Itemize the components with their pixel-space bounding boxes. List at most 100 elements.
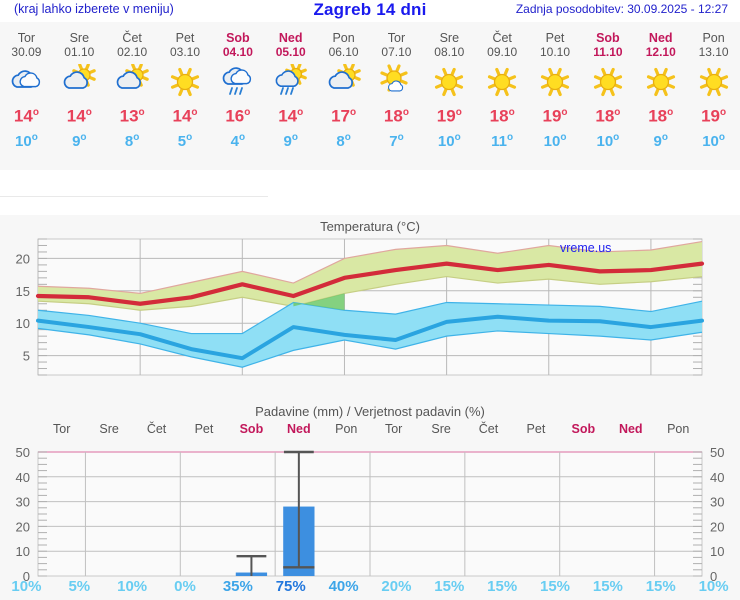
forecast-day-column[interactable]: Sre 08.10 19o 10o: [423, 22, 476, 170]
svg-text:30: 30: [16, 495, 30, 510]
svg-text:0: 0: [23, 569, 30, 584]
temp-max-value: 18: [489, 106, 509, 126]
temp-min: 10o: [596, 128, 619, 152]
forecast-day-column[interactable]: Ned 05.10 14o 9o: [264, 22, 317, 170]
temp-min-value: 8: [124, 132, 134, 150]
temp-min: 10o: [544, 128, 567, 152]
temp-max: 14o: [278, 102, 303, 128]
forecast-day-column[interactable]: Pet 10.10 19o 10o: [529, 22, 582, 170]
temp-max: 18o: [648, 102, 673, 128]
precipitation-probability: 10%: [698, 578, 729, 595]
degree-symbol: o: [31, 131, 38, 143]
day-name: Sre: [69, 31, 90, 45]
degree-symbol: o: [85, 107, 92, 118]
precipitation-chart-title-text: Padavine (mm) / Verjetnost padavin (%): [255, 404, 485, 419]
degree-symbol: o: [661, 131, 668, 143]
forecast-day-column[interactable]: Tor 07.10 18o 7o: [370, 22, 423, 170]
partly-sunny-icon: [325, 63, 363, 99]
page-title: Zagreb 14 dni: [313, 0, 427, 19]
degree-symbol: o: [718, 131, 725, 143]
temperature-chart-title-text: Temperatura (°C): [320, 219, 420, 234]
temp-min-value: 9: [653, 132, 662, 150]
temp-min: 9o: [654, 128, 668, 152]
day-name: Sob: [596, 31, 620, 45]
day-name: Pon: [332, 31, 355, 45]
temp-max-value: 19: [542, 106, 562, 126]
precipitation-probability: 15%: [540, 578, 571, 595]
day-name: Čet: [492, 31, 512, 45]
temp-min: 4o: [231, 128, 245, 152]
day-date: 30.09: [11, 45, 42, 59]
precipitation-day-label: Pon: [667, 422, 690, 436]
watermark-label: vreme.us: [560, 241, 612, 255]
temp-max-value: 16: [225, 106, 245, 126]
precipitation-chart-section: Padavine (mm) / Verjetnost padavin (%) T…: [0, 400, 740, 600]
precipitation-probability: 15%: [487, 578, 518, 595]
temp-min: 7o: [389, 128, 403, 152]
temp-max: 16o: [225, 102, 250, 128]
temp-max: 17o: [331, 102, 356, 128]
degree-symbol: o: [561, 107, 568, 118]
degree-symbol: o: [238, 131, 246, 143]
day-name: Pon: [702, 31, 725, 45]
degree-symbol: o: [720, 107, 727, 118]
forecast-day-column[interactable]: Pet 03.10 14o 5o: [159, 22, 212, 170]
forecast-day-column[interactable]: Pon 13.10 19o 10o: [687, 22, 740, 170]
precipitation-day-label: Pet: [526, 422, 546, 436]
temp-max: 18o: [595, 102, 620, 128]
precipitation-day-labels: Tor Sre Čet Pet Sob Ned Pon Tor Sre Čet Pet Sob Ned P…: [38, 422, 702, 442]
forecast-day-column[interactable]: Sre 01.10 14o 9o: [53, 22, 106, 170]
forecast-day-column[interactable]: Pon 06.10 17o 8o: [317, 22, 370, 170]
svg-text:20: 20: [710, 519, 724, 534]
degree-symbol: o: [80, 131, 87, 143]
day-name: Čet: [122, 31, 142, 45]
temp-min-value: 4: [230, 132, 239, 150]
day-name: Sob: [226, 31, 250, 45]
precipitation-day-label: Pet: [194, 422, 214, 436]
precipitation-day-label: Čet: [146, 422, 167, 436]
temp-min: 9o: [284, 128, 298, 152]
day-name: Tor: [17, 31, 36, 45]
temp-min: 8o: [336, 128, 350, 152]
precipitation-day-label: Pon: [335, 422, 358, 436]
day-date: 10.10: [540, 45, 571, 59]
forecast-day-column[interactable]: Sob 11.10 18o 10o: [581, 22, 634, 170]
forecast-day-column[interactable]: Čet 09.10 18o 11o: [476, 22, 529, 170]
temp-max-value: 14: [278, 106, 298, 126]
svg-text:15: 15: [16, 284, 30, 299]
precipitation-probability: 15%: [592, 578, 623, 595]
temp-min: 10o: [702, 128, 725, 152]
forecast-day-column[interactable]: Sob 04.10 16o 4o: [211, 22, 264, 170]
forecast-day-column[interactable]: Čet 02.10 13o 8o: [106, 22, 159, 170]
temp-min-value: 11: [491, 132, 508, 150]
degree-symbol: o: [291, 131, 298, 143]
temp-min-value: 10: [543, 132, 561, 150]
precipitation-day-label: Sre: [99, 422, 119, 436]
svg-text:20: 20: [16, 519, 30, 534]
day-name: Sre: [439, 31, 460, 45]
degree-symbol: o: [402, 107, 409, 118]
temp-min-value: 5: [177, 132, 187, 150]
precipitation-day-label: Čet: [478, 422, 499, 436]
temp-min: 9o: [72, 128, 86, 152]
cloudy-icon: [7, 63, 45, 99]
forecast-day-column[interactable]: Ned 12.10 18o 9o: [634, 22, 687, 170]
forecast-day-column[interactable]: Tor 30.09 14o 10o: [0, 22, 53, 170]
day-name: Tor: [387, 31, 406, 45]
precipitation-day-label: Ned: [618, 422, 643, 436]
sunny-icon: [483, 63, 521, 99]
precipitation-probability: 35%: [222, 578, 253, 595]
precipitation-chart-title: Padavine (mm) / Verjetnost padavin (%): [0, 404, 740, 419]
temp-max-value: 13: [119, 106, 139, 126]
svg-text:20: 20: [16, 251, 30, 266]
sunny-icon: [536, 63, 574, 99]
precipitation-probability: 15%: [645, 578, 676, 595]
precipitation-chart: 0 0 10 10 20 20 30 30 40 40 50 50: [16, 445, 725, 584]
divider-line: [0, 196, 268, 197]
svg-text:10: 10: [710, 544, 724, 559]
svg-text:5: 5: [23, 349, 30, 364]
temperature-chart-section: Temperatura (°C) 5 10 15 20 vreme.us: [0, 215, 740, 400]
day-date: 06.10: [328, 45, 359, 59]
precipitation-day-label: Sob: [571, 422, 596, 436]
temp-min-value: 10: [702, 132, 719, 150]
